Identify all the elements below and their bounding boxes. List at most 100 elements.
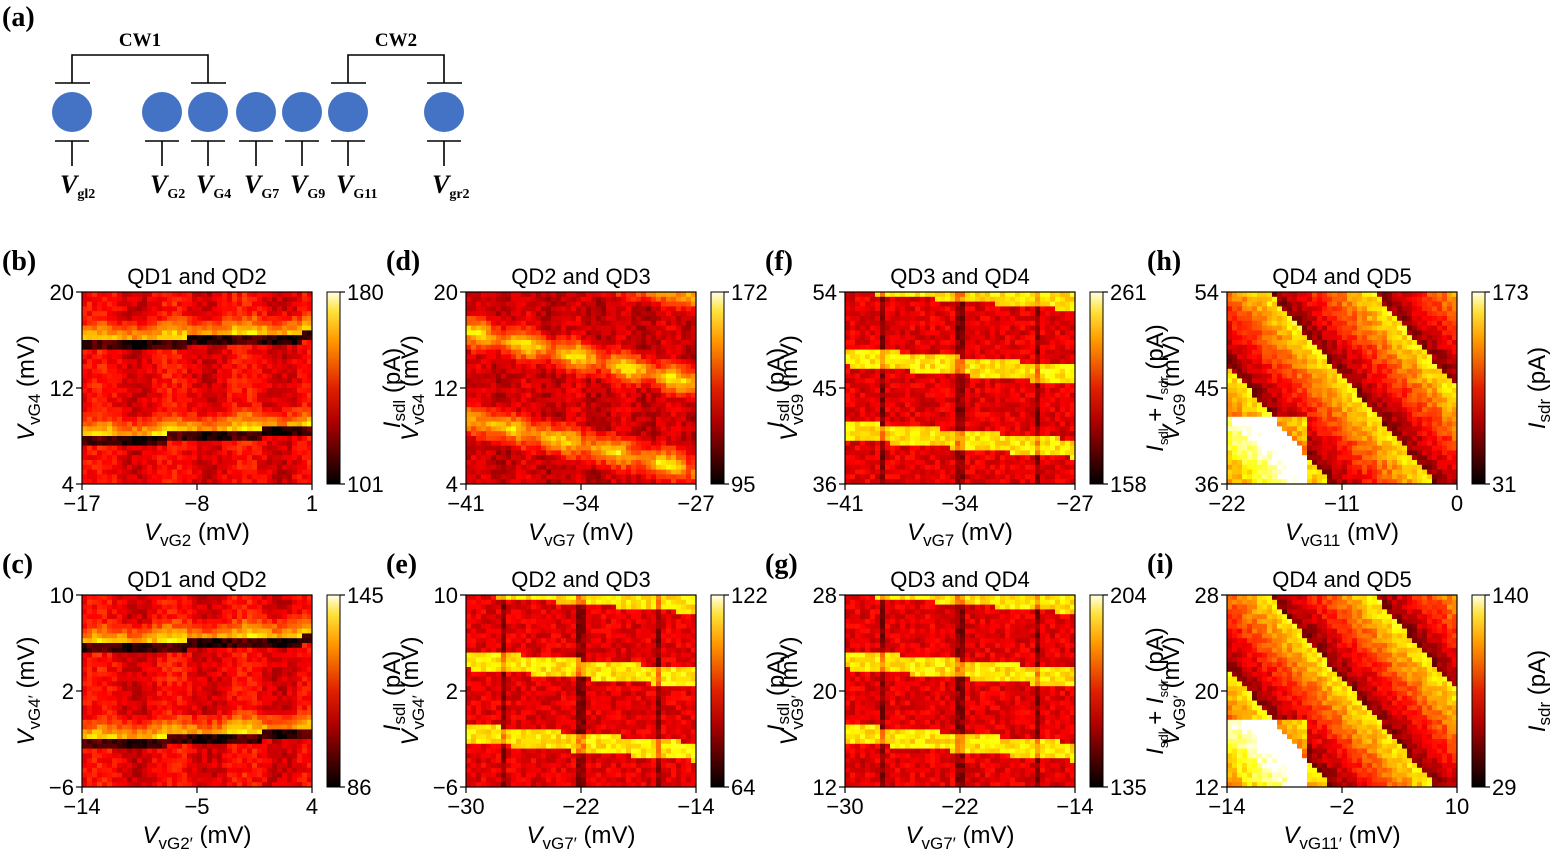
heatmap-cell <box>681 326 686 331</box>
heatmap-cell <box>651 470 656 475</box>
heatmap-cell <box>117 393 122 398</box>
heatmap-cell <box>272 383 277 388</box>
heatmap-cell <box>152 465 157 470</box>
heatmap-cell <box>267 402 272 407</box>
heatmap-cell <box>571 417 576 422</box>
heatmap-cell <box>187 412 192 417</box>
heatmap-cell <box>905 335 910 340</box>
heatmap-cell <box>511 426 516 431</box>
heatmap-cell <box>292 359 297 364</box>
heatmap-cell <box>222 412 227 417</box>
heatmap-cell <box>1055 359 1060 364</box>
heatmap-cell <box>222 388 227 393</box>
heatmap-cell <box>172 383 177 388</box>
heatmap-cell <box>551 441 556 446</box>
heatmap-cell <box>167 340 172 345</box>
heatmap-cell <box>481 465 486 470</box>
heatmap-cell <box>207 474 212 479</box>
heatmap-cell <box>87 345 92 350</box>
heatmap-cell <box>97 441 102 446</box>
heatmap-cell <box>97 321 102 326</box>
heatmap-cell <box>526 311 531 316</box>
heatmap-cell <box>182 388 187 393</box>
heatmap-cell <box>686 474 691 479</box>
heatmap-cell <box>671 441 676 446</box>
heatmap-cell <box>636 306 641 311</box>
heatmap-cell <box>905 316 910 321</box>
heatmap-cell <box>1000 335 1005 340</box>
heatmap-cell <box>646 302 651 307</box>
heatmap-cell <box>142 378 147 383</box>
heatmap-cell <box>571 422 576 427</box>
heatmap-cell <box>132 378 137 383</box>
heatmap-cell <box>506 292 511 297</box>
heatmap-cell <box>491 297 496 302</box>
heatmap-cell <box>237 398 242 403</box>
heatmap-cell <box>616 422 621 427</box>
heatmap-cell <box>561 412 566 417</box>
heatmap-cell <box>516 460 521 465</box>
heatmap-cell <box>1055 350 1060 355</box>
heatmap-cell <box>277 470 282 475</box>
heatmap-cell <box>157 350 162 355</box>
heatmap-cell <box>122 417 127 422</box>
heatmap-cell <box>541 374 546 379</box>
heatmap-cell <box>486 412 491 417</box>
heatmap-cell <box>466 426 471 431</box>
heatmap-cell <box>491 350 496 355</box>
heatmap-cell <box>212 460 217 465</box>
heatmap-cell <box>940 354 945 359</box>
heatmap-cell <box>207 321 212 326</box>
heatmap-cell <box>546 364 551 369</box>
heatmap-cell <box>1000 364 1005 369</box>
heatmap-cell <box>1015 321 1020 326</box>
heatmap-cell <box>526 422 531 427</box>
heatmap-cell <box>591 302 596 307</box>
heatmap-cell <box>157 398 162 403</box>
gate-label: VG11 <box>336 170 377 202</box>
heatmap-cell <box>651 316 656 321</box>
heatmap-cell <box>1045 407 1050 412</box>
heatmap-cell <box>631 321 636 326</box>
y-tick-label: 20 <box>434 280 458 305</box>
heatmap-cell <box>267 460 272 465</box>
heatmap-cell <box>217 422 222 427</box>
heatmap-cell <box>247 369 252 374</box>
heatmap-cell <box>601 292 606 297</box>
heatmap-cell <box>631 340 636 345</box>
heatmap-cell <box>855 316 860 321</box>
heatmap-cell <box>272 374 277 379</box>
heatmap-cell <box>127 374 132 379</box>
heatmap-cell <box>641 417 646 422</box>
heatmap-cell <box>292 350 297 355</box>
heatmap-cell <box>466 412 471 417</box>
heatmap-cell <box>476 378 481 383</box>
x-axis-label-b: VvG2 (mV) <box>144 519 250 550</box>
heatmap-cell <box>970 316 975 321</box>
heatmap-cell <box>486 369 491 374</box>
heatmap-cell <box>252 345 257 350</box>
heatmap-cell <box>252 354 257 359</box>
heatmap-cell <box>915 297 920 302</box>
heatmap-cell <box>292 302 297 307</box>
heatmap-cell <box>272 359 277 364</box>
heatmap-cell <box>1040 306 1045 311</box>
heatmap-cell <box>511 354 516 359</box>
heatmap-cell <box>636 402 641 407</box>
heatmap-cell <box>890 417 895 422</box>
heatmap-cell <box>870 311 875 316</box>
heatmap-cell <box>666 306 671 311</box>
heatmap-cell <box>252 364 257 369</box>
heatmap-cell <box>1030 374 1035 379</box>
heatmap-cell <box>197 292 202 297</box>
heatmap-cell <box>646 426 651 431</box>
heatmap-cell <box>237 417 242 422</box>
heatmap-cell <box>297 417 302 422</box>
heatmap-cell <box>137 388 142 393</box>
heatmap-cell <box>1000 417 1005 422</box>
heatmap-cell <box>865 402 870 407</box>
heatmap-cell <box>671 402 676 407</box>
heatmap-cell <box>845 306 850 311</box>
heatmap-cell <box>970 369 975 374</box>
heatmap-cell <box>995 340 1000 345</box>
